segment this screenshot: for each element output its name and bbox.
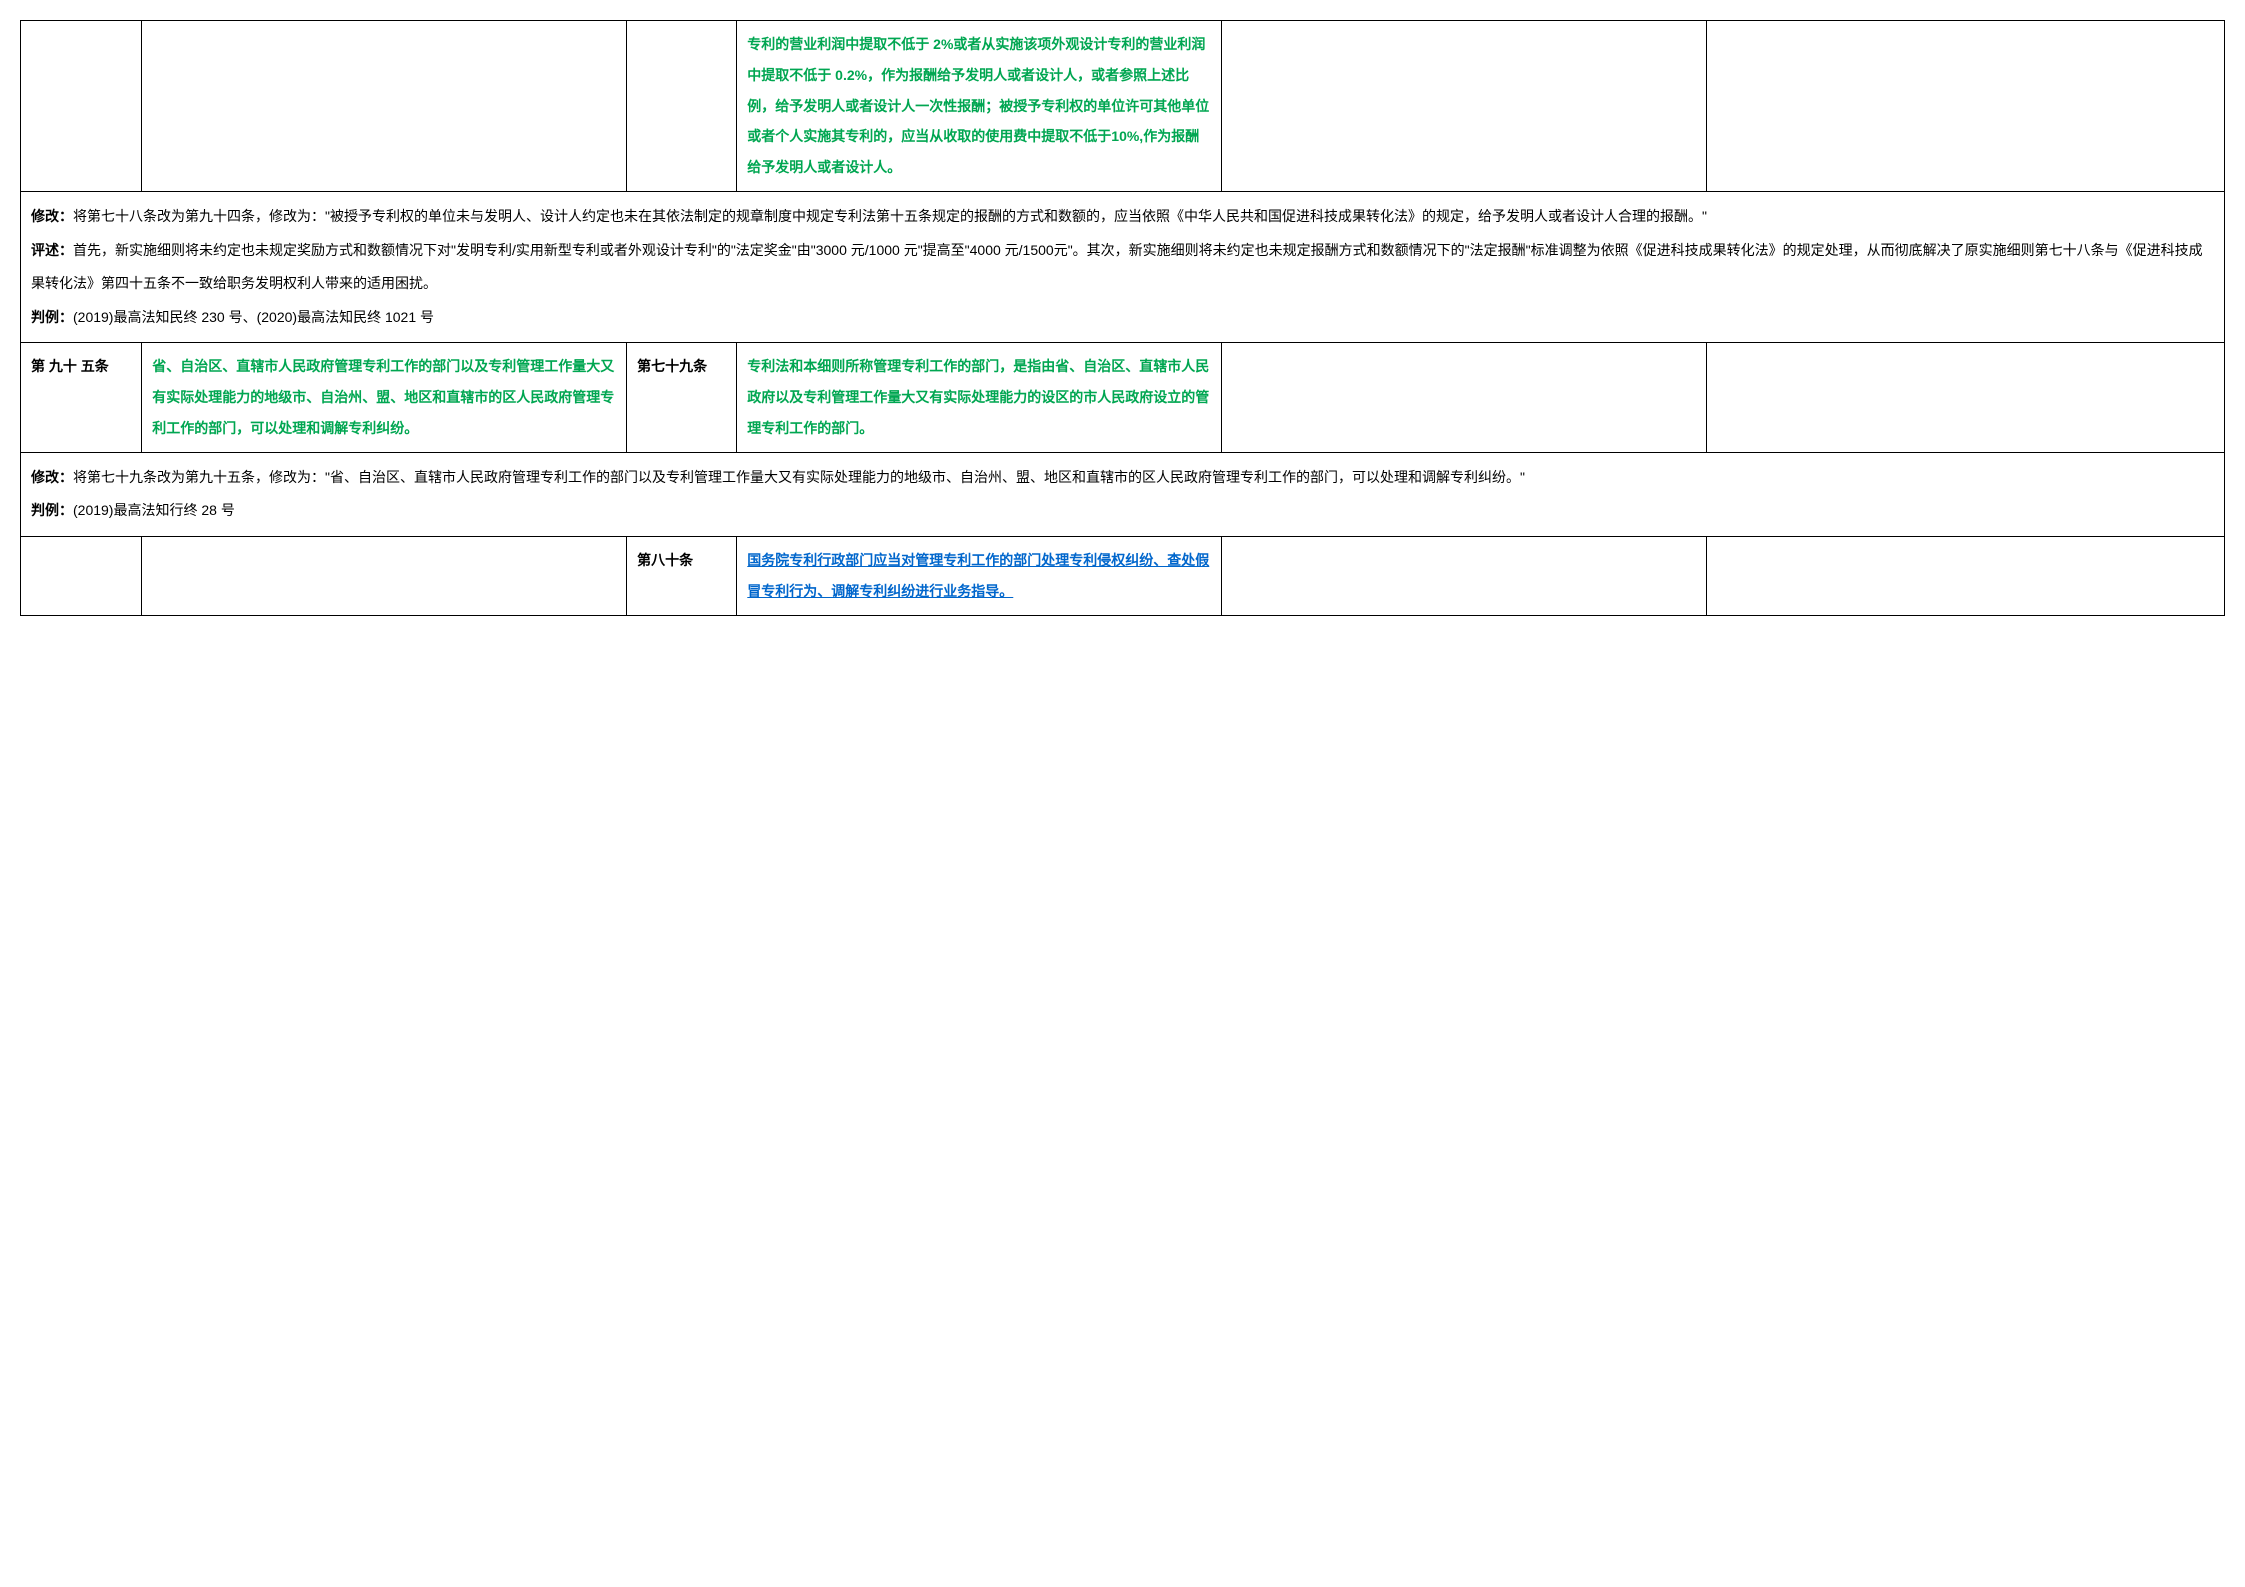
- cell-old-text: 专利的营业利润中提取不低于 2%或者从实施该项外观设计专利的营业利润中提取不低于…: [737, 21, 1222, 192]
- modify-text: 将第七十九条改为第九十五条，修改为："省、自治区、直辖市人民政府管理专利工作的部…: [73, 469, 1525, 485]
- table-row: 第八十条 国务院专利行政部门应当对管理专利工作的部门处理专利侵权纠纷、查处假冒专…: [21, 536, 2225, 615]
- commentary-cell: 修改：将第七十八条改为第九十四条，修改为："被授予专利权的单位未与发明人、设计人…: [21, 191, 2225, 342]
- case-line: 判例：(2019)最高法知民终 230 号、(2020)最高法知民终 1021 …: [31, 301, 2214, 335]
- cell-empty: [1222, 343, 1707, 452]
- old-article-number: 第八十条: [627, 536, 737, 615]
- case-text: (2019)最高法知行终 28 号: [73, 502, 235, 518]
- old-article-cell: 专利法和本细则所称管理专利工作的部门，是指由省、自治区、直辖市人民政府以及专利管…: [737, 343, 1222, 452]
- table-row: 第 九十 五条 省、自治区、直辖市人民政府管理专利工作的部门以及专利管理工作量大…: [21, 343, 2225, 452]
- cell-empty: [1707, 343, 2225, 452]
- old-article-number: 第七十九条: [627, 343, 737, 452]
- modify-text: 将第七十八条改为第九十四条，修改为："被授予专利权的单位未与发明人、设计人约定也…: [73, 208, 1707, 224]
- cell-empty: [1707, 536, 2225, 615]
- new-article-text: 省、自治区、直辖市人民政府管理专利工作的部门以及专利管理工作量大又有实际处理能力…: [152, 358, 614, 436]
- comment-line: 评述：首先，新实施细则将未约定也未规定奖励方式和数额情况下对"发明专利/实用新型…: [31, 234, 2214, 301]
- case-label: 判例：: [31, 502, 73, 518]
- comment-label: 评述：: [31, 242, 73, 258]
- new-article-number: 第 九十 五条: [21, 343, 142, 452]
- case-label: 判例：: [31, 309, 73, 325]
- comparison-table: 专利的营业利润中提取不低于 2%或者从实施该项外观设计专利的营业利润中提取不低于…: [20, 20, 2225, 616]
- old-article-text: 国务院专利行政部门应当对管理专利工作的部门处理专利侵权纠纷、查处假冒专利行为、调…: [747, 552, 1209, 599]
- cell-empty: [1707, 21, 2225, 192]
- modify-line: 修改：将第七十八条改为第九十四条，修改为："被授予专利权的单位未与发明人、设计人…: [31, 200, 2214, 234]
- case-text: (2019)最高法知民终 230 号、(2020)最高法知民终 1021 号: [73, 309, 434, 325]
- new-article-cell: 省、自治区、直辖市人民政府管理专利工作的部门以及专利管理工作量大又有实际处理能力…: [142, 343, 627, 452]
- cell-empty: [142, 21, 627, 192]
- cell-empty: [21, 21, 142, 192]
- cell-empty: [142, 536, 627, 615]
- old-article-text: 专利的营业利润中提取不低于 2%或者从实施该项外观设计专利的营业利润中提取不低于…: [747, 36, 1209, 175]
- commentary-cell: 修改：将第七十九条改为第九十五条，修改为："省、自治区、直辖市人民政府管理专利工…: [21, 452, 2225, 536]
- comment-text: 首先，新实施细则将未约定也未规定奖励方式和数额情况下对"发明专利/实用新型专利或…: [31, 242, 2203, 292]
- modify-line: 修改：将第七十九条改为第九十五条，修改为："省、自治区、直辖市人民政府管理专利工…: [31, 461, 2214, 495]
- cell-empty: [1222, 536, 1707, 615]
- cell-empty: [627, 21, 737, 192]
- modify-label: 修改：: [31, 469, 73, 485]
- cell-empty: [21, 536, 142, 615]
- cell-empty: [1222, 21, 1707, 192]
- table-row: 专利的营业利润中提取不低于 2%或者从实施该项外观设计专利的营业利润中提取不低于…: [21, 21, 2225, 192]
- table-row: 修改：将第七十八条改为第九十四条，修改为："被授予专利权的单位未与发明人、设计人…: [21, 191, 2225, 342]
- old-article-cell: 国务院专利行政部门应当对管理专利工作的部门处理专利侵权纠纷、查处假冒专利行为、调…: [737, 536, 1222, 615]
- old-article-text: 专利法和本细则所称管理专利工作的部门，是指由省、自治区、直辖市人民政府以及专利管…: [747, 358, 1209, 436]
- case-line: 判例：(2019)最高法知行终 28 号: [31, 494, 2214, 528]
- modify-label: 修改：: [31, 208, 73, 224]
- table-row: 修改：将第七十九条改为第九十五条，修改为："省、自治区、直辖市人民政府管理专利工…: [21, 452, 2225, 536]
